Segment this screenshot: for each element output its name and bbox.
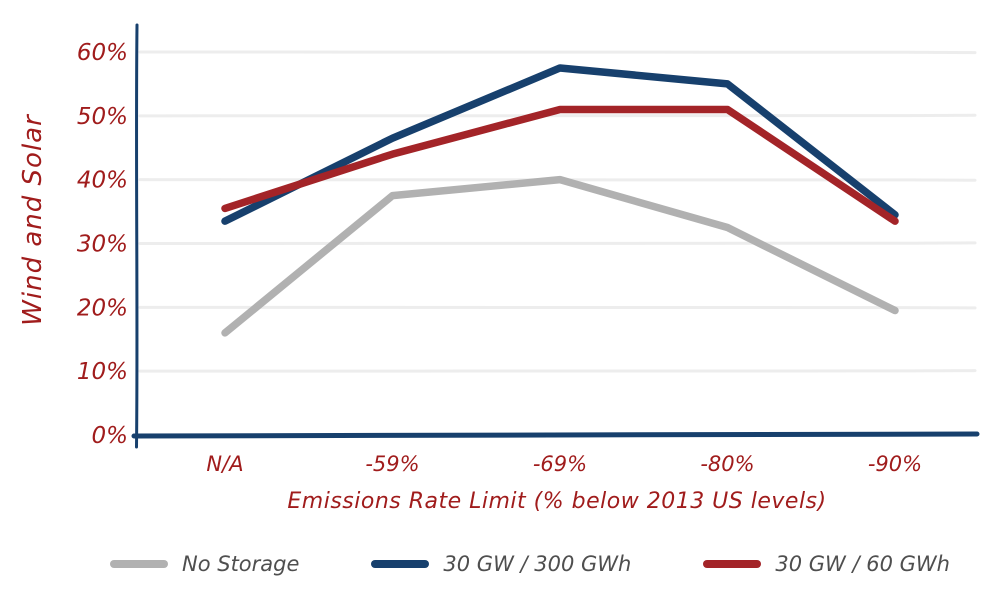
chart-legend: No Storage 30 GW / 300 GWh 30 GW / 60 GW… bbox=[110, 552, 950, 576]
grid-line bbox=[138, 50, 977, 55]
x-tick-label: -59% bbox=[365, 452, 419, 476]
grid-line bbox=[138, 241, 977, 246]
legend-item-30gw-60gwh: 30 GW / 60 GWh bbox=[703, 552, 950, 576]
series-line-30-gw-60-gwh bbox=[221, 105, 899, 225]
y-tick-label: 20% bbox=[77, 295, 128, 321]
y-axis-line bbox=[135, 23, 139, 449]
x-tick-label: -69% bbox=[533, 452, 587, 476]
x-axis-title: Emissions Rate Limit (% below 2013 US le… bbox=[287, 489, 827, 514]
y-tick-label: 60% bbox=[77, 40, 128, 66]
y-tick-label: 10% bbox=[77, 359, 128, 385]
legend-label: No Storage bbox=[182, 552, 300, 576]
series-line-30-gw-300-gwh bbox=[221, 64, 899, 225]
x-tick-label: N/A bbox=[206, 452, 243, 476]
grid-line bbox=[138, 113, 977, 118]
grid-line bbox=[138, 369, 977, 373]
x-axis-line bbox=[131, 431, 980, 439]
x-tick-label: -80% bbox=[700, 452, 754, 476]
line-chart-plot-area: 0% 10% 20% 30% 40% 50% 60% N/A -59% -69% -80% -90% bbox=[77, 23, 980, 476]
30gw-60gwh-swatch-icon bbox=[703, 560, 762, 568]
x-tick-label: -90% bbox=[868, 452, 922, 476]
series-line-no-storage bbox=[221, 175, 899, 337]
y-tick-label: 30% bbox=[77, 232, 128, 258]
no-storage-swatch-icon bbox=[110, 560, 168, 568]
y-tick-label: 0% bbox=[92, 423, 129, 449]
y-tick-label: 40% bbox=[77, 168, 128, 194]
30gw-300gwh-swatch-icon bbox=[371, 560, 430, 568]
legend-item-30gw-300gwh: 30 GW / 300 GWh bbox=[371, 552, 631, 576]
y-tick-label: 50% bbox=[77, 104, 128, 130]
legend-label: 30 GW / 60 GWh bbox=[775, 552, 950, 576]
grid-line bbox=[138, 305, 977, 310]
legend-item-no-storage: No Storage bbox=[110, 552, 299, 576]
legend-label: 30 GW / 300 GWh bbox=[443, 552, 632, 576]
